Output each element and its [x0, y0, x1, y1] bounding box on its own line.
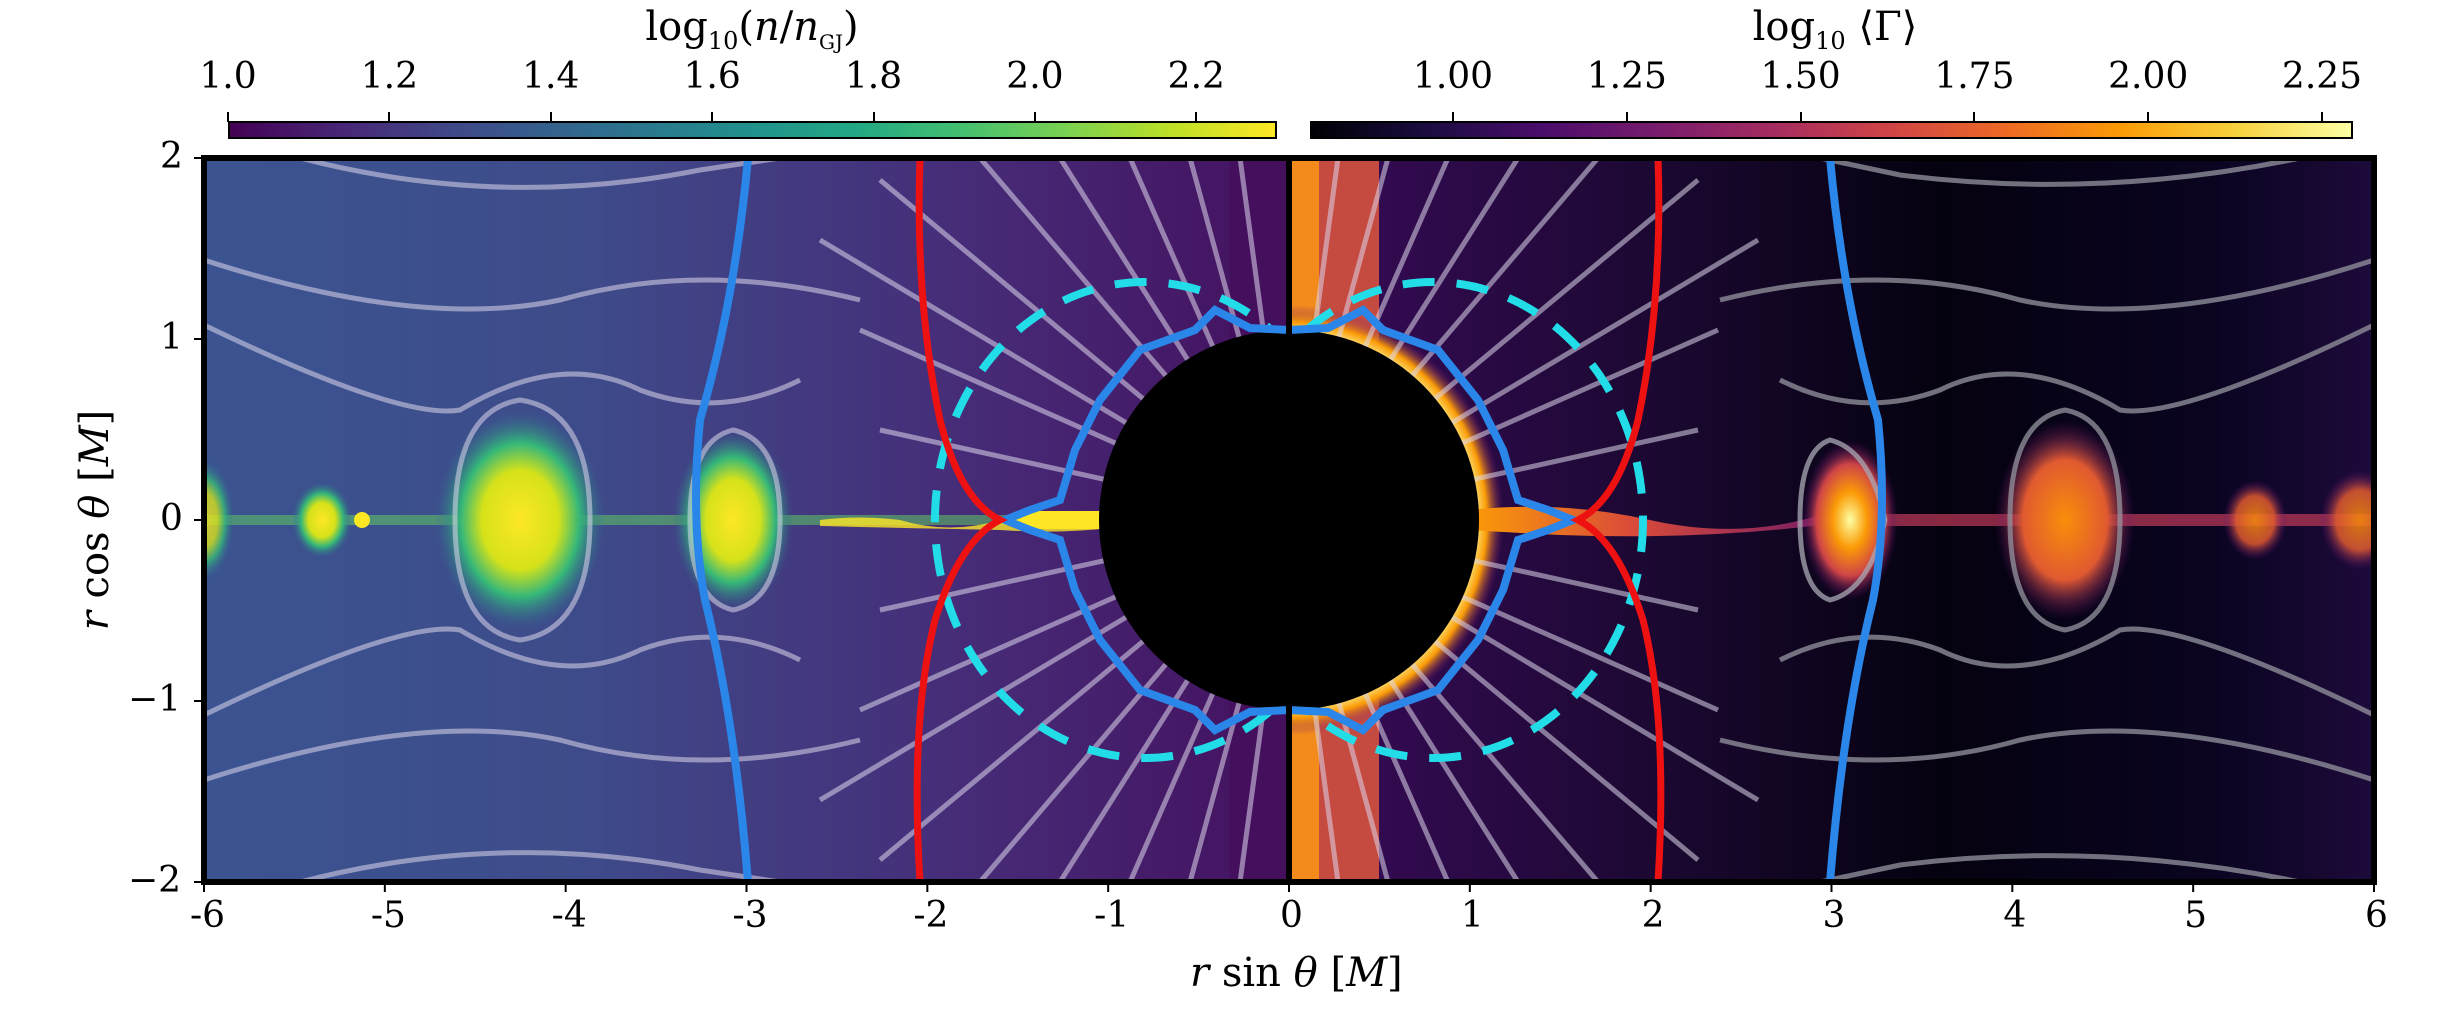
plasmoid — [204, 460, 234, 580]
x-tick-label: 4 — [2003, 895, 2027, 936]
x-tick-label: 1 — [1460, 895, 1484, 936]
colorbar-right-tick-label: 1.50 — [1760, 56, 1841, 97]
colorbar-tick — [1799, 112, 1802, 122]
colorbar-tick — [1033, 112, 1036, 122]
colorbar-tick — [1452, 112, 1454, 122]
y-tick-label: −1 — [128, 679, 182, 720]
plasmoid — [1995, 420, 2135, 620]
plasmoid — [2320, 470, 2374, 570]
x-tick-label: -6 — [190, 895, 226, 936]
colorbar-left-tick-label: 1.6 — [683, 56, 741, 97]
black-hole — [1099, 330, 1479, 710]
x-tick-label: 6 — [2365, 895, 2388, 936]
plasmoid — [2223, 480, 2287, 560]
x-tick-label: -5 — [370, 895, 406, 936]
colorbar-left-title: log10(n/nGJ) — [645, 4, 859, 55]
x-tick-label: 5 — [2184, 895, 2208, 936]
colorbar-left — [228, 121, 1277, 139]
colorbar-tick — [1973, 112, 1976, 122]
colorbar-right-tick-label: 2.00 — [2108, 56, 2189, 97]
x-axis-label: r sin θ [M] — [1190, 950, 1403, 996]
x-tick-label: -1 — [1094, 895, 1130, 936]
colorbar-right-tick-label: 1.00 — [1412, 56, 1494, 97]
colorbar-right-title: log10 ⟨Γ⟩ — [1752, 4, 1918, 55]
colorbar-tick — [711, 112, 714, 122]
y-tick-label: 0 — [160, 498, 183, 539]
light-cylinder-contour — [913, 157, 1665, 883]
colorbar-tick — [388, 112, 391, 122]
colorbar-left-tick-label: 1.0 — [199, 56, 257, 97]
x-tick-label: -2 — [913, 895, 949, 936]
colorbar-left-tick-label: 1.8 — [844, 56, 903, 97]
colorbar-right-tick-label: 2.25 — [2281, 56, 2363, 97]
colorbar-tick — [872, 112, 875, 122]
x-tick-label: -4 — [551, 895, 587, 936]
plasmoid — [435, 410, 605, 630]
colorbar-tick — [227, 112, 229, 122]
colorbar-left-tick-label: 1.4 — [522, 56, 580, 97]
y-tick-label: 1 — [160, 317, 183, 358]
colorbar-left-tick-label: 2.0 — [1006, 56, 1064, 97]
x-tick-label: 2 — [1641, 895, 1665, 936]
plasmoid — [354, 512, 370, 528]
colorbar-tick — [2321, 112, 2323, 122]
outer-blue-contour — [692, 157, 1886, 883]
colorbar-left-tick-label: 1.2 — [360, 56, 419, 97]
y-tick-label: −2 — [128, 860, 182, 901]
colorbar-tick — [1195, 112, 1198, 122]
plasmoid — [292, 482, 352, 558]
y-axis-label: r cos θ [M] — [72, 409, 118, 631]
colorbar-right-tick-label: 1.75 — [1934, 56, 2015, 97]
x-tick-label: 3 — [1822, 895, 1846, 936]
colorbar-tick — [2147, 112, 2150, 122]
colorbar-right — [1310, 121, 2353, 139]
colorbar-left-tick-label: 2.2 — [1167, 56, 1225, 97]
x-tick-label: 0 — [1280, 895, 1303, 936]
colorbar-tick — [549, 112, 552, 122]
x-tick-label: -3 — [732, 895, 768, 936]
y-tick-label: 2 — [160, 136, 183, 177]
colorbar-right-tick-label: 1.25 — [1586, 56, 1667, 97]
colorbar-tick — [1625, 112, 1628, 122]
